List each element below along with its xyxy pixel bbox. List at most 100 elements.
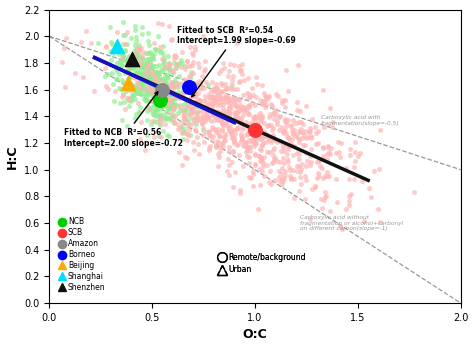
Point bbox=[137, 57, 144, 63]
Point bbox=[229, 184, 237, 190]
Point bbox=[172, 94, 179, 100]
Point bbox=[187, 102, 194, 108]
Point bbox=[221, 96, 229, 101]
Point bbox=[308, 186, 316, 192]
Point bbox=[133, 72, 140, 77]
Point bbox=[137, 105, 144, 110]
Point bbox=[204, 114, 211, 119]
Point bbox=[245, 103, 253, 108]
Point bbox=[145, 38, 152, 44]
Point bbox=[169, 117, 177, 122]
Point bbox=[299, 162, 306, 167]
Point bbox=[187, 85, 194, 90]
Legend: Remote/background, Urban: Remote/background, Urban bbox=[218, 251, 308, 276]
Point bbox=[260, 154, 268, 160]
Point bbox=[112, 77, 120, 82]
Point bbox=[125, 103, 132, 109]
Point bbox=[165, 85, 173, 91]
Point bbox=[150, 69, 158, 75]
Point bbox=[214, 85, 221, 91]
Point bbox=[160, 66, 167, 71]
Point bbox=[147, 88, 155, 93]
Point bbox=[106, 49, 113, 54]
Point bbox=[350, 165, 357, 170]
Point bbox=[77, 39, 85, 45]
Point bbox=[183, 102, 191, 108]
Point bbox=[119, 32, 127, 38]
Point bbox=[149, 55, 157, 61]
Point bbox=[190, 117, 197, 122]
Point bbox=[186, 76, 194, 81]
Point bbox=[253, 121, 260, 127]
Point bbox=[234, 115, 241, 120]
Point bbox=[240, 143, 248, 149]
Point bbox=[159, 58, 166, 63]
Point bbox=[161, 73, 169, 79]
Point bbox=[251, 132, 259, 138]
Point bbox=[265, 93, 273, 98]
Point bbox=[228, 103, 235, 108]
Point bbox=[199, 121, 206, 127]
Point bbox=[273, 139, 281, 144]
Point bbox=[128, 74, 135, 79]
Point bbox=[222, 85, 229, 91]
Point bbox=[238, 135, 246, 141]
Point bbox=[159, 112, 166, 118]
Point bbox=[128, 83, 136, 89]
Point bbox=[144, 79, 151, 85]
Point bbox=[155, 90, 162, 95]
Point bbox=[128, 97, 136, 103]
Point bbox=[189, 139, 196, 145]
Point bbox=[234, 142, 241, 148]
Point bbox=[311, 124, 319, 129]
Point bbox=[253, 136, 260, 141]
Point bbox=[284, 88, 292, 94]
Point bbox=[168, 79, 175, 84]
Point bbox=[113, 43, 121, 48]
Point bbox=[240, 104, 248, 109]
Point bbox=[237, 115, 245, 121]
Point bbox=[215, 133, 222, 138]
Point bbox=[134, 91, 141, 96]
Point bbox=[351, 158, 359, 164]
Point bbox=[168, 92, 176, 97]
Point bbox=[171, 52, 178, 58]
Point bbox=[287, 175, 295, 180]
Point bbox=[211, 96, 219, 102]
Point bbox=[123, 124, 130, 129]
Point bbox=[222, 120, 229, 125]
Point bbox=[265, 114, 273, 120]
Point bbox=[131, 23, 139, 28]
Point bbox=[205, 108, 213, 113]
Point bbox=[269, 133, 277, 138]
Point bbox=[204, 117, 212, 122]
Point bbox=[94, 40, 102, 45]
Point bbox=[113, 76, 120, 82]
Point bbox=[319, 145, 327, 150]
Point bbox=[230, 138, 238, 144]
Point bbox=[186, 133, 194, 138]
Point bbox=[136, 84, 143, 90]
Point bbox=[228, 129, 235, 135]
Point bbox=[228, 95, 236, 101]
Point bbox=[249, 121, 257, 127]
Point bbox=[323, 169, 330, 175]
Point bbox=[152, 106, 160, 111]
Point bbox=[244, 144, 251, 150]
Point bbox=[147, 92, 155, 98]
Point bbox=[200, 139, 208, 145]
Point bbox=[146, 65, 154, 70]
Point bbox=[142, 77, 149, 83]
Point bbox=[247, 175, 255, 180]
Point bbox=[179, 94, 186, 99]
Point bbox=[283, 130, 290, 136]
Point bbox=[260, 120, 267, 126]
Point bbox=[242, 140, 249, 145]
Point bbox=[150, 78, 157, 84]
Point bbox=[210, 88, 217, 94]
Point bbox=[231, 131, 238, 137]
Point bbox=[231, 109, 239, 115]
Point bbox=[178, 119, 185, 124]
Point bbox=[194, 90, 202, 95]
Point bbox=[204, 82, 212, 88]
